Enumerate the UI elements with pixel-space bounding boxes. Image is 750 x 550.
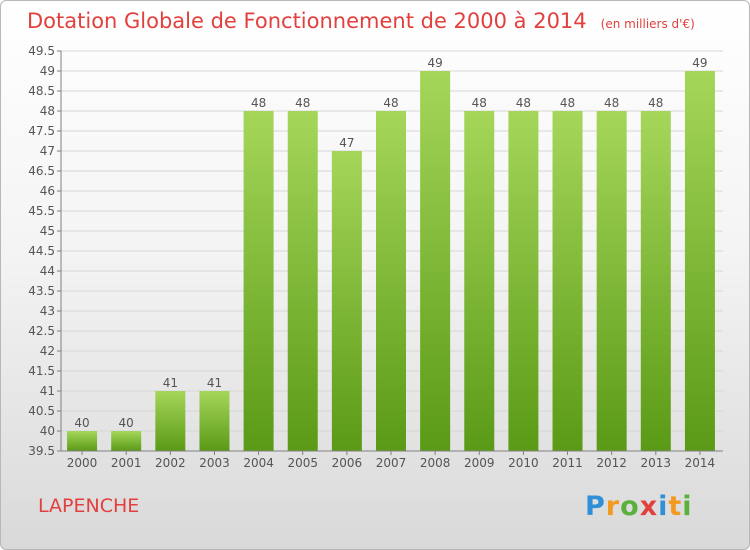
y-tick-label: 44.5 [28, 244, 55, 258]
data-label: 48 [251, 96, 266, 110]
x-tick-label: 2013 [641, 456, 672, 470]
y-tick-label: 49.5 [28, 44, 55, 58]
x-tick-label: 2011 [552, 456, 583, 470]
bar [552, 111, 583, 451]
x-tick-label: 2006 [332, 456, 363, 470]
y-tick-label: 45.5 [28, 204, 55, 218]
y-tick-label: 45 [40, 224, 55, 238]
y-tick-label: 48.5 [28, 84, 55, 98]
bar [640, 111, 671, 451]
y-tick-label: 42 [40, 344, 55, 358]
x-tick-label: 2009 [464, 456, 495, 470]
bar [331, 151, 362, 451]
data-label: 48 [516, 96, 531, 110]
bar [420, 71, 451, 451]
y-tick-label: 43 [40, 304, 55, 318]
y-tick-label: 46 [40, 184, 55, 198]
chart-title: Dotation Globale de Fonctionnement de 20… [27, 9, 695, 33]
data-label: 48 [383, 96, 398, 110]
y-tick-label: 41.5 [28, 364, 55, 378]
y-tick-label: 47 [40, 144, 55, 158]
bar [155, 391, 186, 451]
title-text: Dotation Globale de Fonctionnement de 20… [27, 9, 587, 33]
logo-letter: t [668, 491, 683, 522]
bar [684, 71, 715, 451]
x-tick-label: 2001 [111, 456, 142, 470]
x-tick-label: 2012 [596, 456, 627, 470]
x-tick-label: 2014 [685, 456, 716, 470]
data-label: 48 [560, 96, 575, 110]
x-tick-label: 2000 [67, 456, 98, 470]
data-label: 48 [472, 96, 487, 110]
logo-letter: r [605, 491, 621, 522]
proxiti-logo[interactable]: Proxiti [585, 491, 693, 522]
data-label: 49 [692, 56, 707, 70]
bar [67, 431, 98, 451]
data-label: 49 [427, 56, 442, 70]
axes [57, 50, 723, 455]
bar [199, 391, 230, 451]
logo-letter: i [682, 491, 693, 522]
x-tick-label: 2007 [376, 456, 407, 470]
logo-letter: x [639, 491, 659, 522]
y-tick-label: 49 [40, 64, 55, 78]
bar [464, 111, 495, 451]
bar [287, 111, 318, 451]
title-unit: (en milliers d'€) [600, 17, 695, 31]
data-label: 41 [207, 376, 222, 390]
y-tick-label: 44 [40, 264, 55, 278]
x-tick-label: 2003 [199, 456, 230, 470]
y-tick-label: 43.5 [28, 284, 55, 298]
y-tick-label: 42.5 [28, 324, 55, 338]
bar [111, 431, 142, 451]
y-tick-label: 41 [40, 384, 55, 398]
data-label: 48 [295, 96, 310, 110]
y-tick-label: 39.5 [28, 444, 55, 458]
x-tick-label: 2002 [155, 456, 186, 470]
labels: 39.5 40 40.5 41 41.5 42 42.5 43 43.5 44 44.5 45 45.5… [28, 44, 715, 470]
logo-letter: i [658, 491, 669, 522]
x-tick-label: 2004 [243, 456, 274, 470]
x-tick-label: 2005 [287, 456, 318, 470]
data-label: 41 [163, 376, 178, 390]
bar [596, 111, 627, 451]
logo-letter: o [620, 491, 640, 522]
bar [376, 111, 406, 451]
data-label: 40 [119, 416, 134, 430]
x-tick-label: 2008 [420, 456, 451, 470]
logo-letter: P [585, 491, 606, 522]
data-label: 40 [74, 416, 89, 430]
y-tick-label: 47.5 [28, 124, 55, 138]
data-label: 48 [648, 96, 663, 110]
y-tick-label: 40 [40, 424, 55, 438]
y-tick-label: 46.5 [28, 164, 55, 178]
data-label: 48 [604, 96, 619, 110]
bar [243, 111, 274, 451]
x-tick-label: 2010 [508, 456, 539, 470]
data-label: 47 [339, 136, 354, 150]
y-tick-label: 48 [40, 104, 55, 118]
bars [67, 71, 715, 451]
y-tick-label: 40.5 [28, 404, 55, 418]
bar [508, 111, 539, 451]
commune-name: LAPENCHE [38, 495, 140, 517]
